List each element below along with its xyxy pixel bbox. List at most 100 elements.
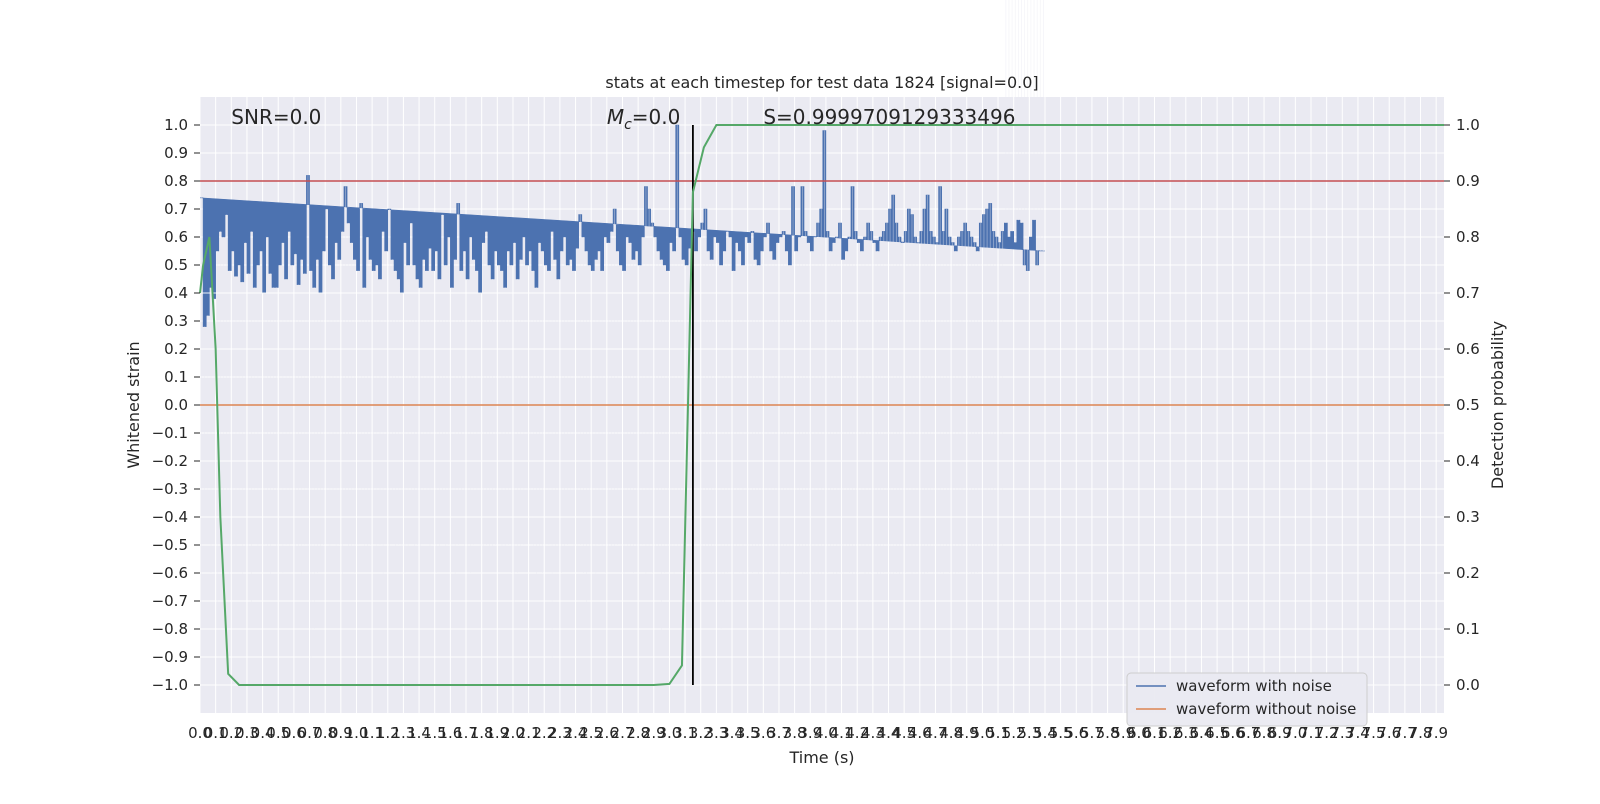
x-tick-label: 3.3: [704, 724, 728, 742]
x-tick-label: 5.3: [1017, 724, 1041, 742]
x-tick-label: 7.1: [1299, 724, 1323, 742]
y-left-tick-label: −0.9: [152, 648, 188, 666]
y-right-tick-label: 0.0: [1456, 676, 1480, 694]
x-tick-label: 1.6: [438, 724, 462, 742]
y-left-tick-label: 0.6: [164, 228, 188, 246]
y-left-tick-label: 0.3: [164, 312, 188, 330]
y-left-axis-label: Whitened strain: [124, 341, 143, 468]
x-tick-label: 7.3: [1330, 724, 1354, 742]
x-tick-label: 5.5: [1049, 724, 1073, 742]
x-tick-label: 3.4: [720, 724, 744, 742]
x-tick-label: 6.4: [1190, 724, 1214, 742]
x-tick-label: 1.3: [391, 724, 415, 742]
x-tick-label: 6.2: [1158, 724, 1182, 742]
x-tick-label: 3.6: [751, 724, 775, 742]
x-tick-label: 2.8: [626, 724, 650, 742]
x-tick-label: 7.6: [1377, 724, 1401, 742]
x-tick-label: 6.3: [1174, 724, 1198, 742]
y-left-tick-label: −1.0: [152, 676, 188, 694]
y-right-tick-label: 0.7: [1456, 284, 1480, 302]
x-tick-label: 5.0: [970, 724, 994, 742]
y-right-tick-label: 0.3: [1456, 508, 1480, 526]
annotation-snr: SNR=0.0: [231, 105, 321, 129]
x-tick-label: 3.5: [736, 724, 760, 742]
annotation-mc-symbol: M: [607, 105, 624, 129]
x-tick-label: 4.0: [814, 724, 838, 742]
y-right-tick-label: 0.9: [1456, 172, 1480, 190]
overlays: [199, 124, 1444, 686]
x-tick-label: 3.9: [798, 724, 822, 742]
x-tick-label: 4.3: [861, 724, 885, 742]
x-tick-label: 6.6: [1221, 724, 1245, 742]
legend: waveform with noise waveform without noi…: [1126, 672, 1368, 727]
y-right-tick-label: 0.1: [1456, 620, 1480, 638]
y-right-tick-label: 0.8: [1456, 228, 1480, 246]
waveform-with-noise-series: [199, 0, 1444, 680]
x-tick-label: 0.9: [329, 724, 353, 742]
y-left-tick-label: −0.5: [152, 536, 188, 554]
x-tick-label: 7.2: [1315, 724, 1339, 742]
y-left-tick-label: 0.9: [164, 144, 188, 162]
annotation-mc: Mc=0.0: [607, 105, 681, 133]
x-tick-label: 7.7: [1393, 724, 1417, 742]
x-tick-label: 1.7: [454, 724, 478, 742]
y-left-tick-label: 0.1: [164, 368, 188, 386]
y-left-tick-label: 0.5: [164, 256, 188, 274]
x-tick-label: 5.6: [1064, 724, 1088, 742]
x-tick-label: 5.2: [1002, 724, 1026, 742]
detection-probability-line: [199, 124, 1444, 686]
x-tick-label: 0.3: [235, 724, 259, 742]
x-tick-label: 4.1: [830, 724, 854, 742]
x-tick-label: 0.4: [251, 724, 275, 742]
chart-title: stats at each timestep for test data 182…: [605, 73, 1038, 92]
x-tick-label: 5.4: [1033, 724, 1057, 742]
y-left-tick-label: −0.2: [152, 452, 188, 470]
x-tick-label: 5.1: [986, 724, 1010, 742]
x-tick-label: 0.6: [282, 724, 306, 742]
x-tick-label: 1.2: [376, 724, 400, 742]
x-tick-label: 1.1: [360, 724, 384, 742]
y-left-tick-label: 0.7: [164, 200, 188, 218]
y-right-tick-label: 0.5: [1456, 396, 1480, 414]
y-left-tick-label: 0.4: [164, 284, 188, 302]
x-axis-label: Time (s): [788, 748, 854, 767]
x-tick-label: 2.1: [517, 724, 541, 742]
x-tick-label: 3.7: [767, 724, 791, 742]
legend-label-clean: waveform without noise: [1176, 700, 1356, 718]
x-tick-label: 6.1: [1143, 724, 1167, 742]
x-tick-label: 3.0: [658, 724, 682, 742]
x-tick-label: 2.2: [532, 724, 556, 742]
x-tick-label: 1.0: [345, 724, 369, 742]
x-tick-label: 1.8: [470, 724, 494, 742]
y-right-tick-label: 0.2: [1456, 564, 1480, 582]
x-tick-label: 7.9: [1424, 724, 1448, 742]
x-tick-label: 7.4: [1346, 724, 1370, 742]
x-tick-label: 4.4: [877, 724, 901, 742]
y-right-tick-label: 1.0: [1456, 116, 1480, 134]
x-tick-label: 5.7: [1080, 724, 1104, 742]
x-tick-label: 3.1: [673, 724, 697, 742]
x-tick-label: 2.9: [642, 724, 666, 742]
waveform-envelope: [199, 124, 1045, 327]
y-right-tick-labels: 0.0 0.1 0.2 0.3 0.4 0.5 0.6 0.7 0.8 0.9 1.0: [1444, 116, 1480, 694]
y-left-tick-label: −0.8: [152, 620, 188, 638]
y-left-tick-label: 0.2: [164, 340, 188, 358]
x-tick-label: 0.2: [219, 724, 243, 742]
x-tick-label: 6.8: [1252, 724, 1276, 742]
y-left-tick-label: −0.7: [152, 592, 188, 610]
x-tick-label: 3.2: [689, 724, 713, 742]
x-tick-label: 4.9: [955, 724, 979, 742]
x-tick-label: 0.8: [313, 724, 337, 742]
x-tick-label: 5.9: [1111, 724, 1135, 742]
legend-label-noise: waveform with noise: [1176, 677, 1332, 695]
y-right-axis-label: Detection probability: [1488, 321, 1507, 489]
x-tick-label: 2.6: [595, 724, 619, 742]
x-tick-label: 0.7: [298, 724, 322, 742]
x-tick-label: 6.9: [1268, 724, 1292, 742]
y-left-tick-label: −0.1: [152, 424, 188, 442]
x-tick-label: 1.4: [407, 724, 431, 742]
y-left-tick-label: −0.3: [152, 480, 188, 498]
x-tick-label: 4.6: [908, 724, 932, 742]
